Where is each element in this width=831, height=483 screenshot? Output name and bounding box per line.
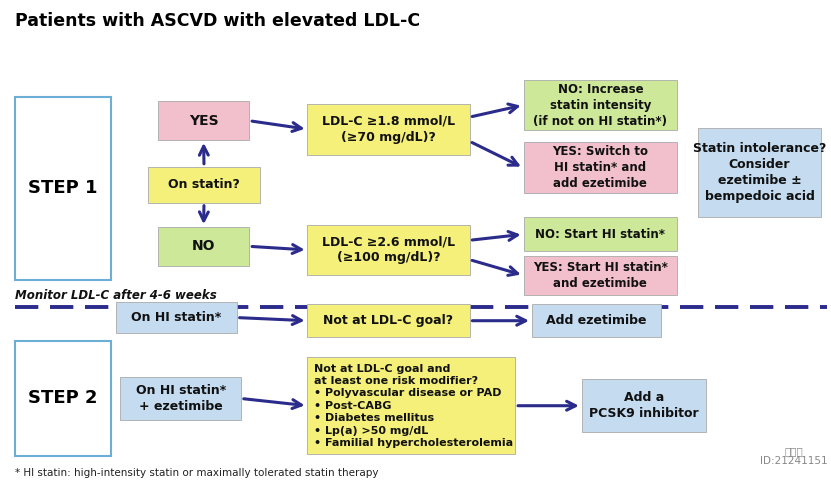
Text: YES: Start HI statin*
and ezetimibe: YES: Start HI statin* and ezetimibe bbox=[533, 261, 668, 290]
FancyBboxPatch shape bbox=[116, 302, 237, 333]
Text: YES: YES bbox=[189, 114, 219, 128]
FancyBboxPatch shape bbox=[307, 357, 515, 454]
Text: STEP 2: STEP 2 bbox=[28, 389, 97, 408]
FancyBboxPatch shape bbox=[698, 128, 821, 217]
FancyBboxPatch shape bbox=[524, 142, 677, 193]
FancyBboxPatch shape bbox=[15, 97, 111, 280]
Text: NO: Start HI statin*: NO: Start HI statin* bbox=[535, 228, 666, 241]
FancyBboxPatch shape bbox=[158, 227, 249, 266]
Text: YES: Switch to
HI statin* and
add ezetimibe: YES: Switch to HI statin* and add ezetim… bbox=[553, 145, 648, 190]
FancyBboxPatch shape bbox=[307, 225, 470, 275]
Text: Not at LDL-C goal and
at least one risk modifier?
• Polyvascular disease or PAD
: Not at LDL-C goal and at least one risk … bbox=[314, 364, 514, 448]
Text: On statin?: On statin? bbox=[168, 178, 240, 191]
FancyBboxPatch shape bbox=[307, 104, 470, 155]
Text: Not at LDL-C goal?: Not at LDL-C goal? bbox=[323, 314, 454, 327]
Text: On HI statin*
+ ezetimibe: On HI statin* + ezetimibe bbox=[135, 384, 226, 413]
FancyBboxPatch shape bbox=[307, 304, 470, 337]
Text: Statin intolerance?
Consider
ezetimibe ±
bempedoic acid: Statin intolerance? Consider ezetimibe ±… bbox=[693, 142, 826, 203]
FancyBboxPatch shape bbox=[15, 341, 111, 456]
FancyBboxPatch shape bbox=[524, 256, 677, 295]
FancyBboxPatch shape bbox=[158, 101, 249, 140]
Text: Add a
PCSK9 inhibitor: Add a PCSK9 inhibitor bbox=[589, 391, 699, 420]
Text: STEP 1: STEP 1 bbox=[28, 179, 97, 198]
FancyBboxPatch shape bbox=[524, 80, 677, 130]
Text: 杨进则: 杨进则 bbox=[784, 446, 803, 456]
FancyBboxPatch shape bbox=[524, 217, 677, 251]
FancyBboxPatch shape bbox=[120, 377, 241, 420]
Text: Patients with ASCVD with elevated LDL-C: Patients with ASCVD with elevated LDL-C bbox=[15, 12, 420, 30]
Text: LDL-C ≥2.6 mmol/L
(≥100 mg/dL)?: LDL-C ≥2.6 mmol/L (≥100 mg/dL)? bbox=[322, 235, 455, 265]
FancyBboxPatch shape bbox=[148, 167, 260, 203]
FancyBboxPatch shape bbox=[532, 304, 661, 337]
Text: NO: NO bbox=[192, 240, 215, 253]
FancyBboxPatch shape bbox=[582, 379, 706, 432]
Text: NO: Increase
statin intensity
(if not on HI statin*): NO: Increase statin intensity (if not on… bbox=[534, 83, 667, 128]
Text: Monitor LDL-C after 4-6 weeks: Monitor LDL-C after 4-6 weeks bbox=[15, 289, 217, 302]
Text: On HI statin*: On HI statin* bbox=[131, 311, 222, 324]
Text: LDL-C ≥1.8 mmol/L
(≥70 mg/dL)?: LDL-C ≥1.8 mmol/L (≥70 mg/dL)? bbox=[322, 114, 455, 144]
Text: Add ezetimibe: Add ezetimibe bbox=[546, 314, 647, 327]
Text: ID:21241151: ID:21241151 bbox=[760, 456, 828, 466]
Text: * HI statin: high-intensity statin or maximally tolerated statin therapy: * HI statin: high-intensity statin or ma… bbox=[15, 468, 378, 478]
